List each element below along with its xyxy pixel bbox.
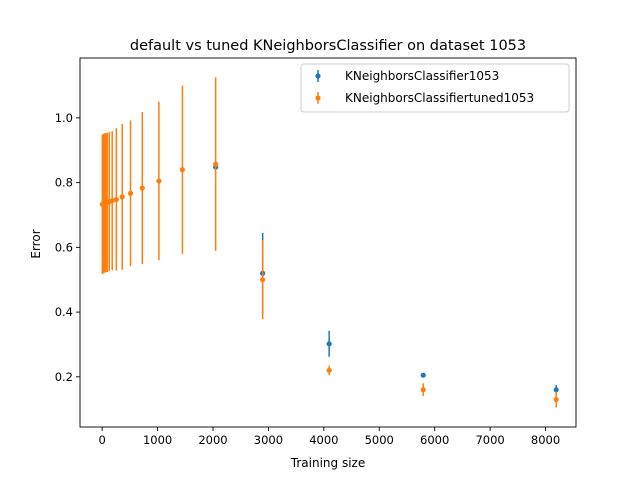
- legend-box: [300, 63, 570, 113]
- x-tick-label-4: 4000: [309, 433, 338, 447]
- data-point-0-3: [420, 372, 426, 378]
- y-tick-label-0: 0.2: [55, 370, 73, 384]
- chart-title: default vs tuned KNeighborsClassifier on…: [130, 38, 526, 54]
- x-tick-label-0: 0: [99, 433, 106, 447]
- legend: KNeighborsClassifier1053 KNeighborsClassi…: [300, 63, 570, 113]
- data-point-1-15: [213, 161, 219, 167]
- data-point-1-8: [109, 198, 115, 204]
- x-tick-label-2: 2000: [198, 433, 227, 447]
- data-point-1-13: [156, 178, 162, 184]
- axes-frame: [79, 57, 577, 428]
- data-point-1-16: [260, 277, 266, 283]
- data-point-0-4: [553, 387, 559, 393]
- y-axis-label: Error: [29, 229, 43, 258]
- data-point-1-19: [553, 396, 559, 403]
- data-point-1-18: [420, 387, 426, 393]
- x-tick-label-7: 7000: [475, 433, 504, 447]
- data-point-1-17: [326, 367, 332, 373]
- x-tick-label-3: 3000: [254, 433, 283, 447]
- x-tick-label-1: 1000: [143, 433, 172, 447]
- series-1: [99, 77, 559, 408]
- data-point-1-10: [119, 194, 125, 200]
- y-tick-label-1: 0.4: [55, 305, 73, 319]
- x-tick-label-8: 8000: [531, 433, 560, 447]
- legend-label-0: KNeighborsClassifier1053: [345, 69, 499, 83]
- plot-area: [99, 77, 559, 408]
- data-point-1-12: [139, 185, 145, 191]
- y-tick-label-3: 0.8: [55, 176, 73, 190]
- legend-marker-0: [315, 73, 321, 79]
- x-tick-label-5: 5000: [365, 433, 394, 447]
- y-tick-label-4: 1.0: [55, 111, 73, 125]
- data-point-1-11: [127, 190, 134, 196]
- legend-marker-1: [315, 95, 321, 101]
- data-point-0-2: [326, 341, 332, 347]
- data-point-1-14: [179, 167, 186, 173]
- data-point-1-9: [113, 196, 119, 203]
- axes: 0 1000 2000 3000 4000 5000 6000 7000 8000 0.2 0.4 0…: [55, 57, 577, 447]
- legend-label-1: KNeighborsClassifiertuned1053: [345, 91, 534, 105]
- y-tick-label-2: 0.6: [55, 240, 73, 254]
- x-axis-label: Training size: [290, 456, 365, 470]
- x-tick-label-6: 6000: [420, 433, 449, 447]
